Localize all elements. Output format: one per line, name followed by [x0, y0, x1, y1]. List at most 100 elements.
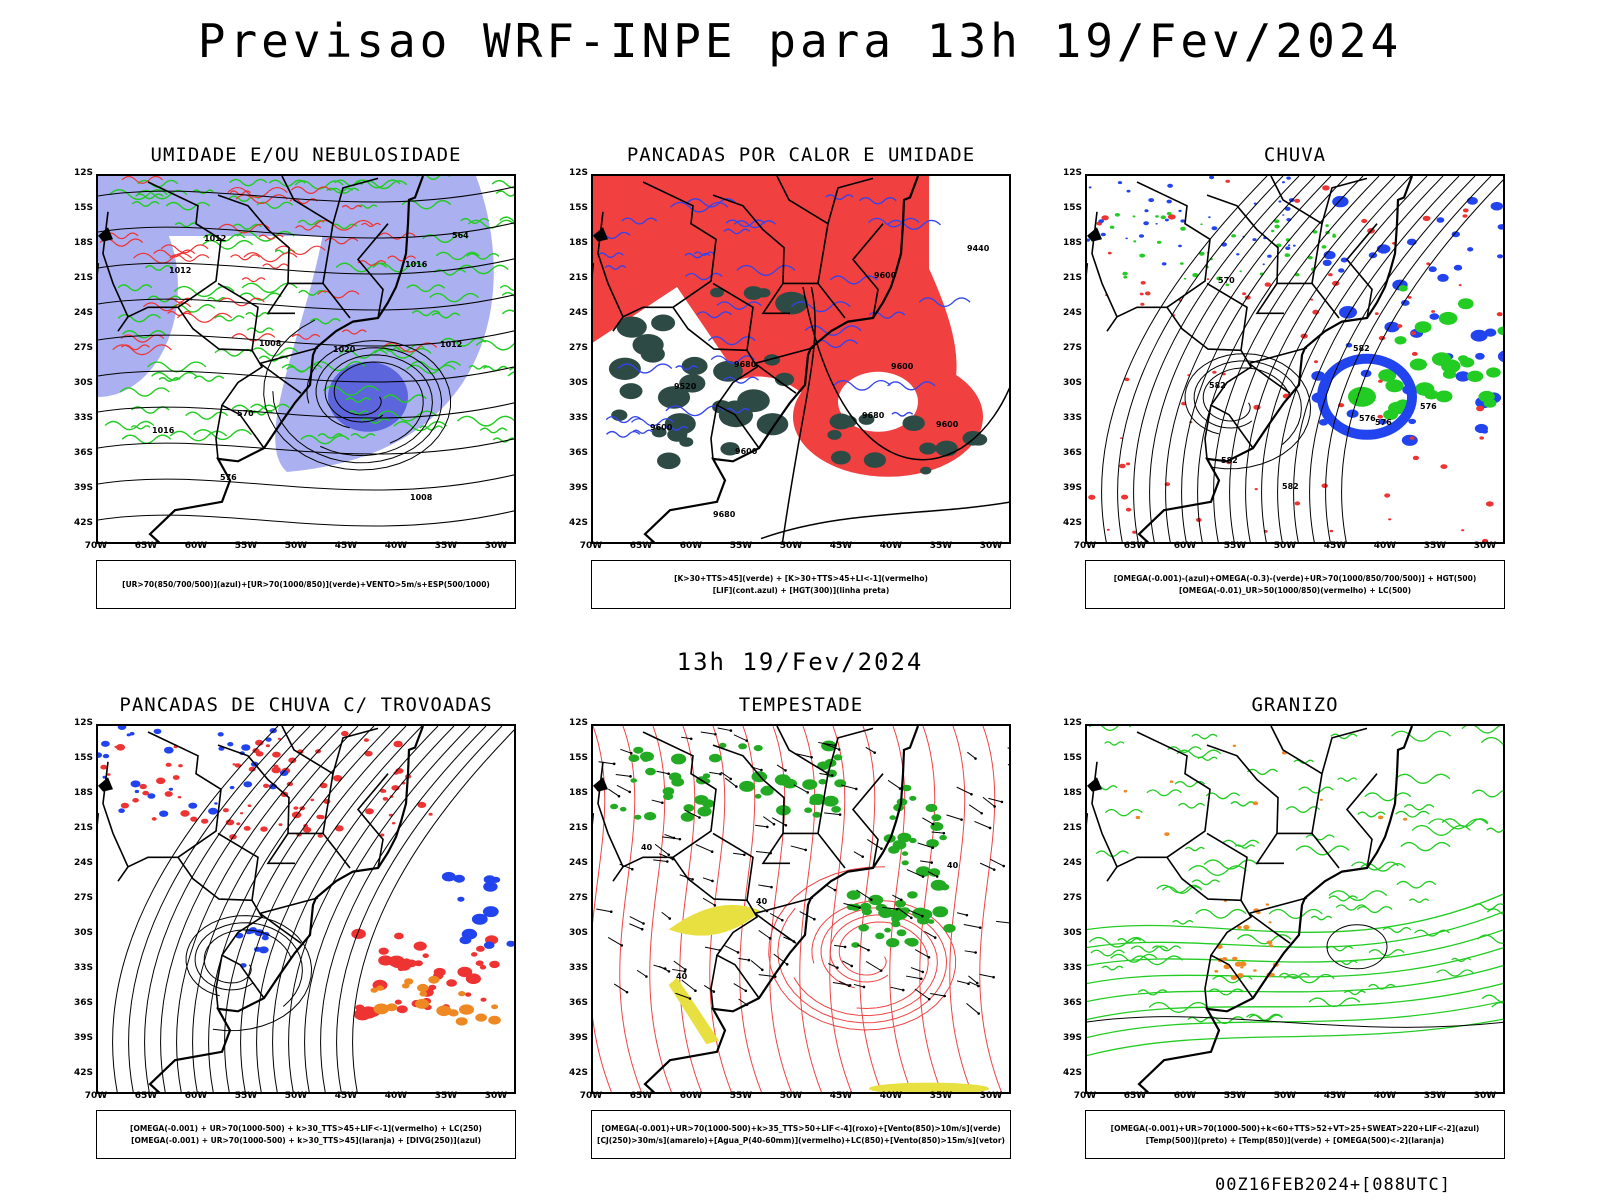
map-plot: 9680 9680 9680 9600 9600 9600 9520 9440 9600 9600 [591, 174, 1011, 544]
lon-tick: 60W [679, 541, 703, 551]
contour-label: 40 [676, 972, 688, 981]
lon-tick: 50W [1273, 1091, 1297, 1101]
contour-label: 570 [1218, 276, 1235, 285]
lat-tick: 21S [568, 273, 588, 283]
lat-tick: 30S [73, 928, 93, 938]
lon-tick: 30W [1473, 541, 1497, 551]
lat-tick: 39S [568, 483, 588, 493]
lat-tick: 27S [73, 343, 93, 353]
lat-tick: 36S [1062, 448, 1082, 458]
lon-tick: 45W [829, 1091, 853, 1101]
lat-tick: 42S [73, 1068, 93, 1078]
lat-tick: 33S [73, 413, 93, 423]
lat-tick: 36S [568, 998, 588, 1008]
contour-label: 582 [1221, 456, 1238, 465]
lon-tick: 55W [234, 541, 258, 551]
weather-map: 40 40 40 40 [593, 726, 1009, 1092]
lon-tick: 60W [1173, 1091, 1197, 1101]
map-plot: 582 582 582 576 576 570 576 582 [1085, 174, 1505, 544]
lat-tick: 21S [1062, 273, 1082, 283]
panel-title: PANCADAS DE CHUVA C/ TROVOADAS [119, 694, 493, 716]
contour-label: 40 [756, 897, 768, 906]
lon-tick: 45W [1323, 1091, 1347, 1101]
lat-tick: 27S [1062, 893, 1082, 903]
legend-text: [UR>70(850/700/500)](azul)+[UR>70(1000/8… [122, 579, 490, 589]
lat-tick: 36S [73, 448, 93, 458]
contour-label: 576 [1359, 414, 1376, 423]
lon-tick: 30W [484, 541, 508, 551]
lat-tick: 42S [568, 1068, 588, 1078]
weather-map: 9680 9680 9680 9600 9600 9600 9520 9440 9600 9600 [593, 176, 1009, 542]
legend-text: [LIF](cont.azul) + [HGT(300)](linha pret… [712, 585, 890, 595]
lat-tick: 18S [73, 238, 93, 248]
lon-tick: 30W [484, 1091, 508, 1101]
legend-box: [OMEGA(-0.001)-(azul)+OMEGA(-0.3)-(verde… [1085, 560, 1505, 609]
lat-tick: 18S [568, 788, 588, 798]
lon-tick: 35W [434, 541, 458, 551]
lon-tick: 55W [729, 1091, 753, 1101]
lat-tick: 27S [568, 893, 588, 903]
lat-tick: 24S [568, 308, 588, 318]
panel-title: PANCADAS POR CALOR E UMIDADE [626, 144, 976, 166]
map-plot [1085, 724, 1505, 1094]
lat-tick: 21S [73, 273, 93, 283]
contour-label: 9600 [874, 271, 897, 280]
lat-tick: 36S [1062, 998, 1082, 1008]
lon-tick: 45W [334, 541, 358, 551]
legend-text: [OMEGA(-0.001)-(azul)+OMEGA(-0.3)-(verde… [1113, 573, 1477, 583]
weather-map [98, 726, 514, 1092]
lon-tick: 70W [84, 1091, 108, 1101]
lat-tick: 18S [1062, 238, 1082, 248]
lon-tick: 65W [629, 541, 653, 551]
lon-tick: 35W [1423, 541, 1447, 551]
lon-tick: 65W [134, 541, 158, 551]
legend-text: [K>30+TTS>45](verde) + [K>30+TTS>45+LI<-… [674, 573, 928, 583]
lat-tick: 18S [1062, 788, 1082, 798]
lon-tick: 40W [879, 1091, 903, 1101]
lat-tick: 24S [1062, 308, 1082, 318]
contour-label: 576 [220, 473, 237, 482]
lon-tick: 60W [184, 541, 208, 551]
legend-box: [OMEGA(-0.001)+UR>70(1000-500)+k<60+TTS>… [1085, 1110, 1505, 1159]
forecast-time-label: 13h 19/Fev/2024 [676, 648, 924, 676]
contour-label: 570 [237, 409, 254, 418]
lat-tick: 39S [73, 483, 93, 493]
lat-tick: 30S [73, 378, 93, 388]
lon-tick: 45W [829, 541, 853, 551]
lon-tick: 35W [434, 1091, 458, 1101]
weather-map: 1012 1012 1008 1008 1016 1012 1020 576 570 564 101… [98, 176, 514, 542]
lat-tick: 12S [1062, 718, 1082, 728]
lon-tick: 45W [334, 1091, 358, 1101]
lat-tick: 33S [1062, 413, 1082, 423]
contour-label: 1016 [152, 426, 175, 435]
contour-label: 9680 [734, 360, 757, 369]
contour-label: 1012 [204, 234, 226, 243]
lon-tick: 70W [84, 541, 108, 551]
lat-tick: 15S [568, 753, 588, 763]
contour-label: 1008 [410, 493, 433, 502]
lat-tick: 18S [568, 238, 588, 248]
legend-box: [K>30+TTS>45](verde) + [K>30+TTS>45+LI<-… [591, 560, 1011, 609]
contour-label: 1012 [169, 266, 191, 275]
lat-tick: 24S [73, 308, 93, 318]
panel-title: GRANIZO [1251, 694, 1339, 716]
lon-tick: 40W [879, 541, 903, 551]
contour-label: 9600 [891, 362, 914, 371]
contour-label: 9600 [936, 420, 959, 429]
run-timestamp: 00Z16FEB2024+[088UTC] [1215, 1175, 1451, 1195]
legend-text: [CJ(250)>30m/s](amarelo)+[Agua_P(40-60mm… [597, 1135, 1005, 1145]
lon-tick: 55W [234, 1091, 258, 1101]
lon-tick: 30W [1473, 1091, 1497, 1101]
lat-tick: 30S [568, 378, 588, 388]
lat-tick: 12S [73, 168, 93, 178]
lon-tick: 65W [1123, 1091, 1147, 1101]
lat-tick: 15S [73, 753, 93, 763]
lon-tick: 65W [629, 1091, 653, 1101]
lat-tick: 15S [73, 203, 93, 213]
lon-tick: 60W [1173, 541, 1197, 551]
legend-text: [OMEGA(-0.01)_UR>50(1000/850)(vermelho) … [1178, 585, 1412, 595]
contour-label: 582 [1282, 482, 1299, 491]
lat-tick: 18S [73, 788, 93, 798]
lat-tick: 21S [568, 823, 588, 833]
